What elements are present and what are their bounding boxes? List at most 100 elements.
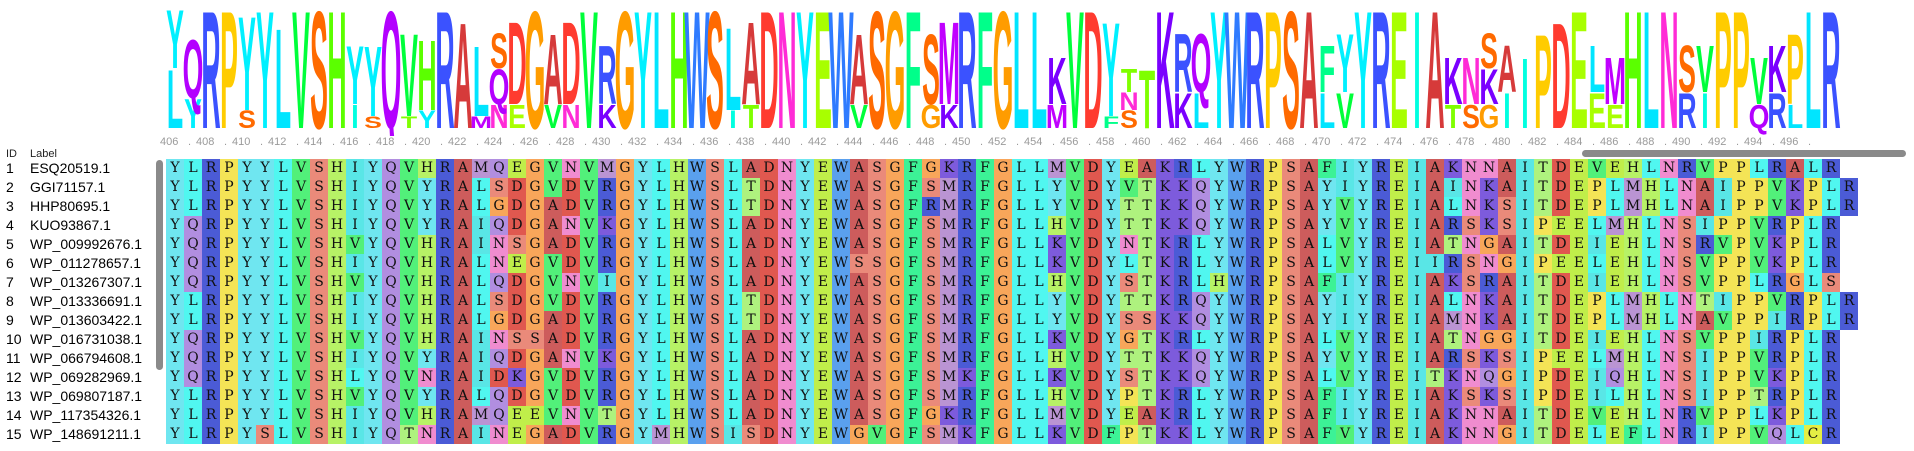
residue-cell[interactable]: P [1714,387,1732,406]
residue-cell[interactable]: T [742,197,760,216]
residue-cell[interactable]: A [1300,235,1318,254]
residue-cell[interactable]: A [1300,406,1318,425]
residue-cell[interactable]: G [526,178,544,197]
residue-cell[interactable]: L [724,216,742,235]
residue-cell[interactable]: Q [1192,292,1210,311]
residue-cell[interactable]: A [1300,254,1318,273]
residue-cell[interactable]: G [616,197,634,216]
residue-cell[interactable]: V [292,330,310,349]
residue-cell[interactable]: L [1642,425,1660,444]
residue-cell[interactable]: N [778,387,796,406]
residue-cell[interactable]: Y [418,216,436,235]
residue-cell[interactable]: R [1822,406,1840,425]
residue-cell[interactable]: N [418,425,436,444]
residue-cell[interactable]: W [688,235,706,254]
residue-cell[interactable]: G [886,292,904,311]
residue-cell[interactable]: K [1156,406,1174,425]
residue-cell[interactable]: Q [490,387,508,406]
residue-cell[interactable]: V [1066,368,1084,387]
residue-cell[interactable]: L [1192,330,1210,349]
residue-cell[interactable]: H [328,197,346,216]
residue-cell[interactable]: Y [1210,197,1228,216]
residue-cell[interactable]: Q [382,425,400,444]
residue-cell[interactable]: R [598,425,616,444]
residue-cell[interactable]: L [652,311,670,330]
residue-cell[interactable]: K [508,368,526,387]
residue-cell[interactable]: D [1084,330,1102,349]
residue-cell[interactable]: G [526,273,544,292]
residue-cell[interactable]: S [310,387,328,406]
residue-cell[interactable]: Y [364,216,382,235]
residue-cell[interactable]: D [760,425,778,444]
residue-cell[interactable]: Q [1192,216,1210,235]
residue-cell[interactable]: D [508,273,526,292]
residue-cell[interactable]: Y [256,387,274,406]
residue-cell[interactable]: R [958,159,976,178]
residue-cell[interactable]: R [1696,235,1714,254]
residue-cell[interactable]: D [760,368,778,387]
residue-cell[interactable]: W [1228,425,1246,444]
residue-cell[interactable]: S [922,368,940,387]
residue-cell[interactable]: M [1624,292,1642,311]
residue-cell[interactable]: A [1300,368,1318,387]
residue-cell[interactable]: D [1552,387,1570,406]
residue-cell[interactable]: Y [1354,311,1372,330]
residue-cell[interactable]: I [1588,273,1606,292]
residue-cell[interactable]: P [1534,387,1552,406]
residue-cell[interactable]: E [1390,235,1408,254]
residue-cell[interactable]: I [1588,330,1606,349]
residue-cell[interactable]: P [220,406,238,425]
residue-cell[interactable]: T [742,292,760,311]
residue-cell[interactable]: V [400,197,418,216]
residue-cell[interactable]: I [1750,330,1768,349]
residue-cell[interactable]: P [1714,216,1732,235]
residue-cell[interactable]: P [1714,330,1732,349]
residue-cell[interactable]: K [940,159,958,178]
residue-cell[interactable]: R [1246,235,1264,254]
residue-cell[interactable]: K [1048,235,1066,254]
residue-cell[interactable]: L [1030,197,1048,216]
residue-cell[interactable]: S [1678,216,1696,235]
residue-cell[interactable]: W [1228,330,1246,349]
residue-cell[interactable]: N [1480,406,1498,425]
residue-cell[interactable]: N [778,235,796,254]
residue-cell[interactable]: P [1714,368,1732,387]
residue-cell[interactable]: L [724,159,742,178]
residue-cell[interactable]: D [760,406,778,425]
residue-cell[interactable]: A [454,330,472,349]
residue-cell[interactable]: Q [1192,368,1210,387]
residue-cell[interactable]: Y [238,330,256,349]
residue-cell[interactable]: P [1732,197,1750,216]
residue-cell[interactable]: A [1498,292,1516,311]
sequence-label-row[interactable]: 10 WP_016731038.1 [0,330,160,349]
residue-cell[interactable]: S [1282,159,1300,178]
residue-cell[interactable]: L [1192,159,1210,178]
residue-cell[interactable]: Y [256,216,274,235]
residue-cell[interactable]: V [292,292,310,311]
residue-cell[interactable]: Y [364,273,382,292]
residue-cell[interactable]: E [1570,387,1588,406]
residue-cell[interactable]: D [1084,235,1102,254]
residue-cell[interactable]: G [994,178,1012,197]
residue-cell[interactable]: W [688,387,706,406]
residue-cell[interactable]: I [472,216,490,235]
residue-cell[interactable]: D [1084,349,1102,368]
residue-cell[interactable]: V [346,330,364,349]
residue-cell[interactable]: L [1030,330,1048,349]
residue-cell[interactable]: W [688,273,706,292]
residue-cell[interactable]: Q [1606,368,1624,387]
residue-cell[interactable]: T [1120,216,1138,235]
residue-cell[interactable]: R [202,216,220,235]
residue-cell[interactable]: T [1138,216,1156,235]
residue-cell[interactable]: K [1048,254,1066,273]
residue-cell[interactable]: H [328,254,346,273]
residue-cell[interactable]: R [958,349,976,368]
residue-cell[interactable]: L [1804,254,1822,273]
residue-cell[interactable]: Y [1048,311,1066,330]
residue-cell[interactable]: T [1138,425,1156,444]
residue-cell[interactable]: G [490,311,508,330]
residue-cell[interactable]: L [1606,197,1624,216]
sequence-label-row[interactable]: 15 WP_148691211.1 [0,425,160,444]
residue-cell[interactable]: V [580,292,598,311]
residue-cell[interactable]: D [1552,235,1570,254]
